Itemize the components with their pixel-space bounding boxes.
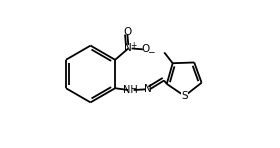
Text: N: N: [144, 84, 151, 94]
Text: S: S: [181, 91, 188, 101]
Text: N: N: [124, 43, 132, 53]
Text: O: O: [142, 44, 150, 54]
Text: +: +: [130, 41, 136, 50]
Text: O: O: [123, 27, 132, 37]
Text: NH: NH: [123, 85, 138, 95]
Text: −: −: [147, 47, 154, 56]
